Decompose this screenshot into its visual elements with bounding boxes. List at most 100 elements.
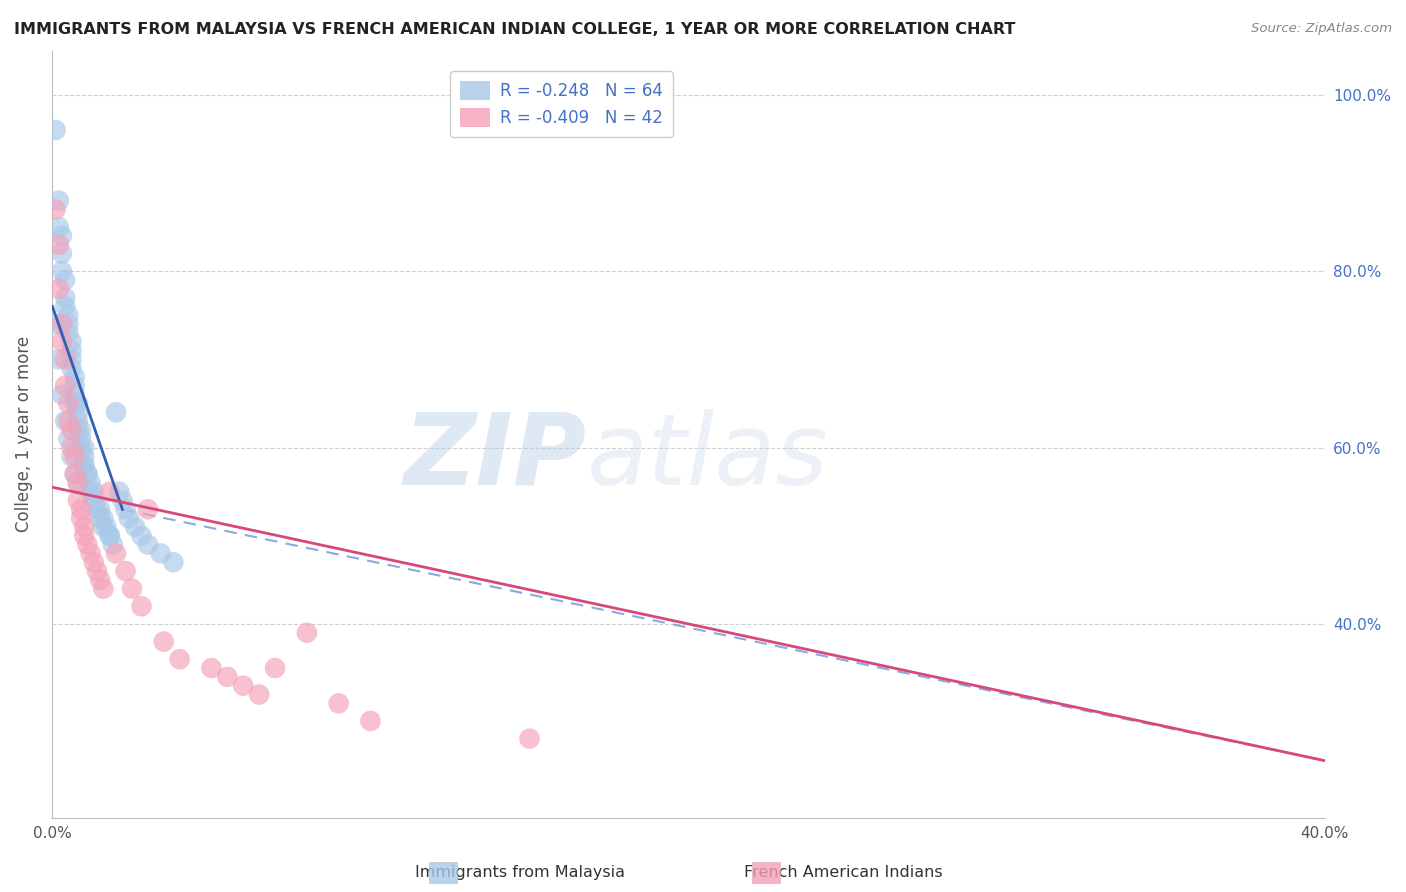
Point: [45, 317, 67, 331]
Point: [51, 246, 73, 260]
Y-axis label: College, 1 year or more: College, 1 year or more: [15, 336, 32, 533]
Point: [114, 502, 136, 516]
Point: [48, 220, 70, 235]
Point: [105, 405, 128, 419]
Point: [58, 396, 80, 410]
Point: [98, 529, 121, 543]
Point: [200, 661, 222, 675]
Point: [217, 670, 239, 684]
Point: [48, 282, 70, 296]
Point: [48, 237, 70, 252]
Point: [66, 475, 89, 490]
Point: [63, 370, 86, 384]
Point: [136, 502, 159, 516]
Point: [48, 194, 70, 208]
Point: [76, 467, 98, 481]
Point: [53, 352, 76, 367]
Point: [53, 273, 76, 287]
Point: [328, 696, 350, 710]
Point: [91, 582, 114, 596]
Point: [149, 546, 172, 560]
Point: [73, 450, 96, 464]
Point: [86, 564, 108, 578]
Point: [66, 423, 89, 437]
Point: [131, 529, 153, 543]
Point: [58, 317, 80, 331]
Point: [63, 379, 86, 393]
Point: [169, 652, 191, 666]
Point: [60, 352, 83, 367]
Text: Source: ZipAtlas.com: Source: ZipAtlas.com: [1251, 22, 1392, 36]
Text: atlas: atlas: [586, 409, 828, 506]
Point: [60, 361, 83, 376]
Point: [89, 573, 111, 587]
Point: [45, 202, 67, 217]
Point: [58, 414, 80, 428]
Text: Immigrants from Malaysia: Immigrants from Malaysia: [415, 865, 626, 880]
Point: [51, 264, 73, 278]
Point: [60, 343, 83, 358]
Point: [51, 387, 73, 401]
Point: [58, 308, 80, 322]
Point: [91, 511, 114, 525]
Point: [108, 484, 131, 499]
Point: [83, 484, 105, 499]
Point: [96, 520, 118, 534]
Point: [53, 291, 76, 305]
Point: [66, 396, 89, 410]
Point: [45, 123, 67, 137]
Text: French American Indians: French American Indians: [744, 865, 943, 880]
Point: [73, 458, 96, 473]
Point: [124, 520, 146, 534]
Point: [118, 511, 141, 525]
Point: [89, 502, 111, 516]
Point: [91, 520, 114, 534]
Point: [66, 493, 89, 508]
Point: [98, 529, 121, 543]
Point: [76, 467, 98, 481]
Point: [66, 475, 89, 490]
Point: [60, 423, 83, 437]
Point: [63, 467, 86, 481]
Point: [53, 379, 76, 393]
Point: [79, 484, 101, 499]
Point: [114, 564, 136, 578]
Point: [51, 317, 73, 331]
Point: [101, 538, 124, 552]
Point: [63, 467, 86, 481]
Point: [79, 546, 101, 560]
Point: [58, 432, 80, 446]
Point: [66, 414, 89, 428]
Point: [89, 511, 111, 525]
Point: [162, 555, 184, 569]
Point: [51, 228, 73, 243]
Point: [264, 661, 287, 675]
Point: [79, 475, 101, 490]
Point: [83, 555, 105, 569]
Point: [53, 300, 76, 314]
Point: [152, 634, 174, 648]
Point: [73, 520, 96, 534]
Point: [111, 493, 134, 508]
Point: [105, 546, 128, 560]
Point: [60, 450, 83, 464]
Point: [247, 688, 270, 702]
Point: [70, 502, 93, 516]
Text: ZIP: ZIP: [404, 409, 586, 506]
Point: [73, 441, 96, 455]
Point: [98, 484, 121, 499]
Point: [73, 529, 96, 543]
Point: [58, 326, 80, 340]
Point: [60, 334, 83, 349]
Point: [76, 538, 98, 552]
Point: [70, 432, 93, 446]
Text: IMMIGRANTS FROM MALAYSIA VS FRENCH AMERICAN INDIAN COLLEGE, 1 YEAR OR MORE CORRE: IMMIGRANTS FROM MALAYSIA VS FRENCH AMERI…: [14, 22, 1015, 37]
Point: [86, 502, 108, 516]
Point: [70, 423, 93, 437]
Point: [519, 731, 541, 746]
Point: [121, 582, 143, 596]
Point: [53, 414, 76, 428]
Point: [70, 511, 93, 525]
Point: [131, 599, 153, 614]
Point: [51, 334, 73, 349]
